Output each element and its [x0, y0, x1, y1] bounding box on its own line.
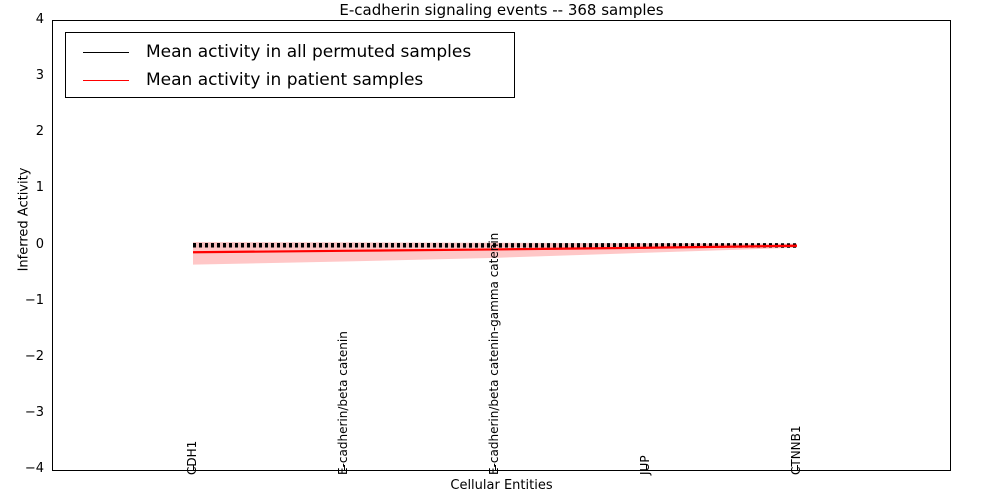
chart-legend: Mean activity in all permuted samples Mea…: [65, 32, 515, 98]
legend-line-icon: [78, 51, 134, 53]
y-axis-tick-label: 4: [35, 12, 44, 27]
x-axis-tick-mark: [344, 465, 345, 471]
y-axis-tick-label: −2: [24, 348, 44, 364]
x-axis-tick-label: JUP: [638, 455, 652, 475]
x-axis-label: Cellular Entities: [450, 478, 553, 493]
x-axis-tick-label: CDH1: [185, 440, 199, 475]
x-axis-tick-mark: [646, 465, 647, 471]
y-axis-tick-label: 2: [35, 124, 44, 140]
y-axis-tick-label: 3: [35, 68, 44, 84]
y-axis-tick-label: −1: [24, 292, 44, 308]
x-axis-tick-label: E-cadherin/beta catenin: [336, 331, 350, 475]
page-title: E-cadherin signaling events -- 368 sampl…: [339, 1, 664, 19]
legend-item-label: Mean activity in all permuted samples: [146, 42, 472, 62]
y-axis-label: Inferred Activity: [16, 167, 32, 272]
y-axis-tick-label: −4: [24, 461, 44, 476]
x-axis-tick-label: E-cadherin/beta catenin-gamma catenin: [487, 232, 501, 475]
x-axis-tick-mark: [495, 465, 496, 471]
x-axis-tick-mark: [797, 465, 798, 471]
legend-item[interactable]: Mean activity in all permuted samples: [66, 38, 514, 66]
legend-item[interactable]: Mean activity in patient samples: [66, 66, 514, 94]
data-line: [192, 244, 798, 254]
legend-line-icon: [78, 79, 134, 81]
y-axis-tick-label: −3: [24, 404, 44, 420]
y-axis-tick-label: 0: [35, 236, 44, 252]
x-axis-tick-mark: [193, 465, 194, 471]
legend-item-label: Mean activity in patient samples: [146, 70, 424, 90]
plot-canvas: [192, 242, 798, 265]
y-axis-tick-label: 1: [35, 180, 44, 196]
x-axis-tick-label: CTNNB1: [789, 425, 803, 475]
y-axis-tick-labels: 4 3 2 1 0 −1 −2 −3 −4: [0, 0, 44, 500]
